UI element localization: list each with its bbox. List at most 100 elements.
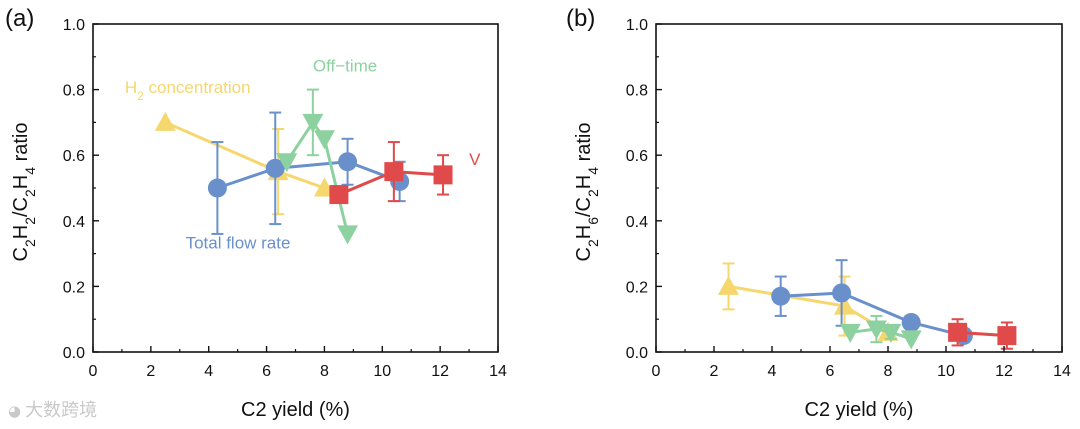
series-label: Total flow rate [186, 234, 291, 253]
y-axis-title: C2H6/C2H4 ratio [573, 122, 601, 261]
x-tick-label: 8 [320, 363, 329, 380]
series-h2-concentration: H2 concentration [125, 78, 335, 216]
y-axis-title-part: H [10, 175, 32, 189]
y-axis-title-part: 2 [585, 189, 601, 197]
data-point [997, 326, 1017, 346]
y-axis-title-part: H [573, 225, 595, 239]
data-point [384, 162, 404, 182]
data-point [433, 165, 453, 185]
x-tick-label: 12 [431, 363, 449, 380]
y-tick-label: 0.8 [626, 83, 648, 100]
data-point [900, 330, 922, 350]
data-point [718, 275, 739, 295]
chat-bubble-logo-icon: ◕ [8, 402, 22, 420]
x-tick-label: 12 [995, 363, 1013, 380]
panel-label: (b) [566, 5, 595, 32]
y-axis-title-part: /C [10, 197, 32, 217]
data-point [839, 323, 861, 343]
y-axis-title-part: 2 [585, 239, 601, 247]
series-label: H2 concentration [125, 78, 251, 103]
x-tick-label: 4 [768, 363, 777, 380]
series-v [948, 318, 1017, 350]
data-point [276, 153, 298, 173]
y-tick-label: 1.0 [63, 17, 85, 34]
x-tick-label: 14 [489, 363, 507, 380]
x-tick-label: 8 [884, 363, 893, 380]
y-axis-title-part: H [10, 225, 32, 239]
series-label-part: Total flow rate [186, 234, 291, 253]
series-label: Off−time [313, 57, 377, 76]
y-tick-label: 0.6 [626, 148, 648, 165]
data-point [265, 158, 285, 178]
y-tick-label: 0.8 [63, 83, 85, 100]
y-axis-title: C2H2/C2H4 ratio [10, 122, 38, 261]
y-axis-title-part: 2 [22, 189, 38, 197]
chart-panel-b: (b) 0 2 4 6 8 10 12 14 0.0 0.2 0.4 0.6 0.8 1.0 C2 yield… [566, 5, 1071, 421]
y-tick-label: 0.0 [626, 345, 648, 362]
y-axis-title-part: /C [573, 197, 595, 217]
data-point [901, 312, 921, 332]
x-tick-label: 10 [373, 363, 391, 380]
data-point [154, 111, 176, 131]
y-axis-title-part: C [10, 247, 32, 261]
data-point [207, 178, 227, 198]
series-total-flow-rate: Total flow rate [186, 111, 410, 253]
watermark: ◕ 大数跨境 [8, 396, 97, 422]
y-tick-label: 0.2 [63, 279, 85, 296]
x-tick-label: 2 [710, 363, 719, 380]
x-tick-label: 0 [652, 363, 661, 380]
data-point [302, 113, 324, 133]
x-tick-label: 14 [1053, 363, 1071, 380]
series-label-part: 2 [137, 89, 144, 103]
y-axis-title-part: H [573, 175, 595, 189]
x-tick-label: 2 [146, 363, 155, 380]
series-label-part: V [469, 150, 481, 169]
x-tick-label: 0 [89, 363, 98, 380]
y-axis-title-part: 4 [22, 167, 38, 175]
series-label-part: Off−time [313, 57, 377, 76]
x-tick-label: 6 [826, 363, 835, 380]
series-off-time: Off−time [276, 57, 377, 245]
data-point [771, 286, 791, 306]
x-axis-title: C2 yield (%) [805, 399, 914, 421]
series-line [216, 160, 401, 190]
y-axis-title-part: C [573, 247, 595, 261]
y-axis-title-part: 4 [585, 167, 601, 175]
series-label-part: concentration [144, 78, 251, 97]
plot-frame [655, 23, 1063, 353]
series-label-part: H [125, 78, 137, 97]
y-axis-title-part: 2 [22, 217, 38, 225]
data-point [338, 152, 358, 172]
series-label: V [469, 150, 481, 169]
panel-label: (a) [5, 5, 34, 32]
data-point [948, 322, 968, 342]
x-tick-label: 4 [204, 363, 213, 380]
x-tick-label: 10 [937, 363, 955, 380]
series-line [850, 327, 912, 341]
plot-frame [92, 23, 499, 353]
y-tick-label: 0.4 [626, 214, 648, 231]
series-total-flow-rate [771, 259, 973, 346]
x-tick-label: 6 [262, 363, 271, 380]
y-tick-label: 0.0 [63, 345, 85, 362]
y-axis-title-part: ratio [10, 122, 32, 166]
data-point [834, 295, 855, 315]
data-point [880, 323, 902, 343]
y-axis-title-part: ratio [573, 122, 595, 166]
y-axis-title-part: 2 [22, 239, 38, 247]
y-tick-label: 0.4 [63, 214, 85, 231]
series-line [780, 291, 964, 338]
x-axis-title: C2 yield (%) [241, 399, 350, 421]
watermark-text: 大数跨境 [25, 400, 98, 421]
y-tick-label: 0.2 [626, 279, 648, 296]
data-point [337, 225, 359, 245]
series-off-time [839, 314, 922, 350]
y-tick-label: 0.6 [63, 148, 85, 165]
data-point [329, 185, 349, 205]
series-v: V [329, 141, 481, 205]
y-tick-label: 1.0 [626, 17, 648, 34]
y-axis-title-part: 6 [585, 217, 601, 225]
data-point [832, 283, 852, 303]
